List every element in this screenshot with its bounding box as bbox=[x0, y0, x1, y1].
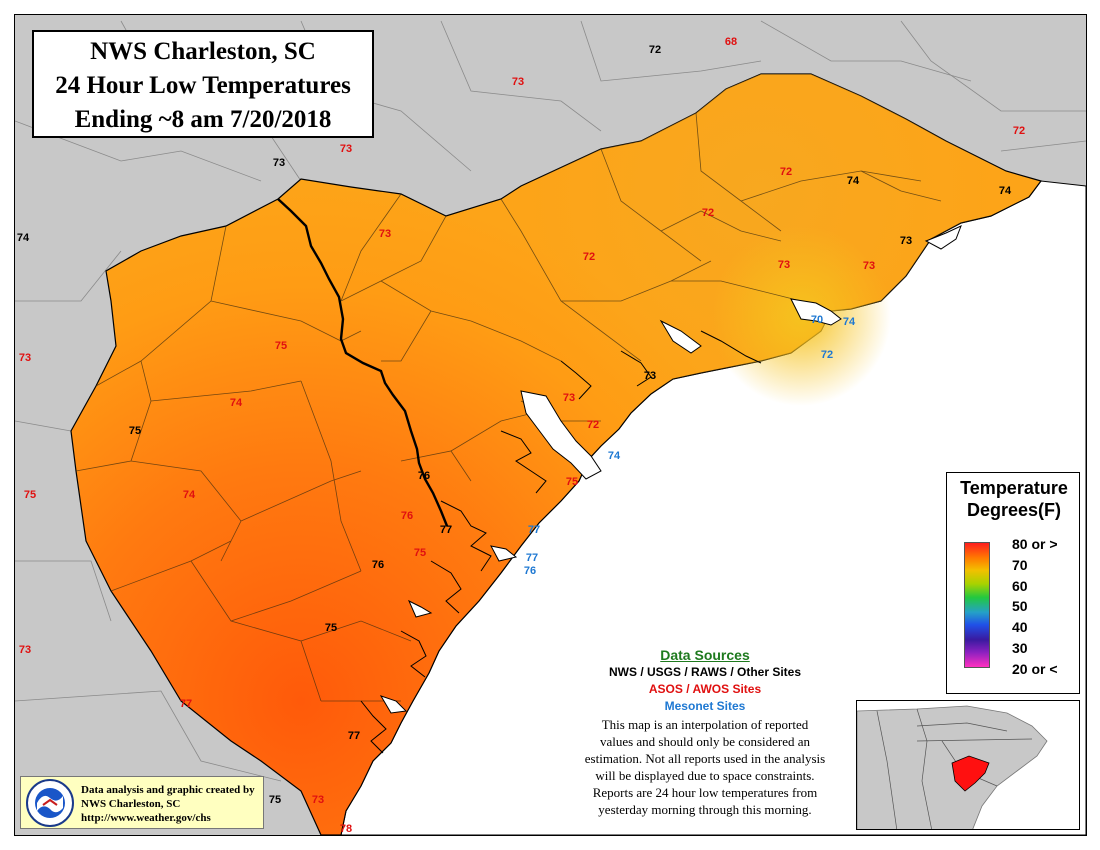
nws-sites-key: NWS / USGS / RAWS / Other Sites bbox=[608, 665, 802, 679]
temperature-observation-asos: 78 bbox=[340, 823, 352, 835]
legend-label-60: 60 bbox=[1012, 578, 1028, 594]
temperature-observation-nws: 76 bbox=[372, 559, 384, 571]
title-product: 24 Hour Low Temperatures bbox=[55, 72, 351, 99]
credit-line: Data analysis and graphic created by bbox=[81, 784, 255, 796]
marsh-channels bbox=[360, 330, 762, 754]
legend-title-line2: Degrees(F) bbox=[966, 500, 1062, 520]
temperature-observation-asos: 72 bbox=[583, 251, 595, 263]
temperature-observation-nws: 75 bbox=[325, 622, 337, 634]
nws-logo-icon bbox=[26, 779, 74, 827]
locator-map-canvas bbox=[857, 701, 1079, 829]
coastal-waters bbox=[379, 225, 962, 714]
temperature-observation-asos: 75 bbox=[275, 340, 287, 352]
credit-url: http://www.weather.gov/chs bbox=[81, 812, 211, 824]
temperature-observation-asos: 73 bbox=[563, 392, 575, 404]
temperature-observation-asos: 72 bbox=[702, 207, 714, 219]
disclaimer-line: This map is an interpolation of reported bbox=[601, 717, 809, 732]
inset-cwa-highlight bbox=[951, 755, 990, 792]
data-sources-panel: Data Sources NWS / USGS / RAWS / Other S… bbox=[548, 646, 862, 818]
cool-anomaly-overlay bbox=[471, 74, 1041, 394]
temperature-observation-nws: 73 bbox=[900, 235, 912, 247]
disclaimer-text: This map is an interpolation of reported… bbox=[548, 716, 862, 818]
temperature-observation-mesonet: 74 bbox=[608, 450, 621, 462]
temperature-observation-asos: 75 bbox=[566, 476, 578, 488]
observation-layer: 72 68 73 72 73 73 74 73 72 74 74 72 72 73 73 73 70 74 72 73… bbox=[17, 36, 1025, 835]
legend-label-50: 50 bbox=[1012, 598, 1028, 614]
temperature-observation-mesonet: 77 bbox=[528, 524, 540, 536]
temperature-observation-mesonet: 74 bbox=[843, 316, 856, 328]
state-line bbox=[277, 198, 449, 527]
title-box: NWS Charleston, SC 24 Hour Low Temperatu… bbox=[32, 30, 374, 138]
legend-label-30: 30 bbox=[1012, 640, 1028, 656]
temperature-observation-asos: 73 bbox=[19, 352, 31, 364]
legend-color-bar bbox=[964, 542, 990, 668]
temperature-observation-nws: 75 bbox=[129, 425, 141, 437]
temperature-observation-asos: 72 bbox=[780, 166, 792, 178]
legend-label-70: 70 bbox=[1012, 557, 1028, 573]
credit-box: Data analysis and graphic created by NWS… bbox=[20, 776, 264, 829]
locator-inset-map bbox=[856, 700, 1080, 830]
temperature-observation-nws: 74 bbox=[999, 185, 1012, 197]
title-valid-time: Ending ~8 am 7/20/2018 bbox=[74, 106, 332, 133]
temperature-observation-nws: 74 bbox=[17, 232, 30, 244]
temperature-observation-nws: 75 bbox=[269, 794, 281, 806]
map-canvas: 72 68 73 72 73 73 74 73 72 74 74 72 72 73 73 73 70 74 72 73… bbox=[15, 20, 1086, 835]
data-sources-heading: Data Sources bbox=[660, 647, 750, 663]
temperature-observation-nws: 72 bbox=[649, 44, 661, 56]
temperature-observation-asos: 74 bbox=[230, 397, 243, 409]
credit-text: Data analysis and graphic created by NWS… bbox=[81, 783, 255, 825]
temperature-observation-asos: 73 bbox=[512, 76, 524, 88]
legend-title-line1: Temperature bbox=[960, 478, 1068, 498]
credit-office: NWS Charleston, SC bbox=[81, 798, 181, 810]
legend-label-40: 40 bbox=[1012, 619, 1028, 635]
title-office: NWS Charleston, SC bbox=[90, 38, 316, 65]
mesonet-sites-key: Mesonet Sites bbox=[664, 699, 746, 713]
disclaimer-line: values and should only be considered an bbox=[599, 734, 811, 749]
temperature-observation-asos: 72 bbox=[1013, 125, 1025, 137]
temperature-observation-asos: 73 bbox=[312, 794, 324, 806]
temperature-observation-nws: 77 bbox=[348, 730, 360, 742]
temperature-observation-asos: 73 bbox=[379, 228, 391, 240]
disclaimer-line: will be displayed due to space constrain… bbox=[595, 768, 815, 783]
temperature-observation-asos: 75 bbox=[24, 489, 36, 501]
legend-label-80: 80 or > bbox=[1012, 536, 1058, 552]
temperature-observation-nws: 73 bbox=[273, 157, 285, 169]
temperature-observation-asos: 74 bbox=[183, 489, 196, 501]
temperature-observation-asos: 68 bbox=[725, 36, 737, 48]
temperature-observation-asos: 76 bbox=[401, 510, 413, 522]
temperature-observation-mesonet: 76 bbox=[524, 565, 536, 577]
temperature-observation-asos: 75 bbox=[414, 547, 426, 559]
disclaimer-line: yesterday morning through this morning. bbox=[598, 802, 812, 817]
temperature-observation-nws: 76 bbox=[418, 470, 430, 482]
asos-sites-key: ASOS / AWOS Sites bbox=[648, 682, 762, 696]
temperature-observation-mesonet: 77 bbox=[526, 552, 538, 564]
legend-label-20: 20 or < bbox=[1012, 661, 1058, 677]
temperature-observation-asos: 77 bbox=[180, 698, 192, 710]
temperature-observation-asos: 73 bbox=[340, 143, 352, 155]
map-frame: 72 68 73 72 73 73 74 73 72 74 74 72 72 73 73 73 70 74 72 73… bbox=[14, 14, 1087, 836]
temperature-observation-mesonet: 72 bbox=[821, 349, 833, 361]
temperature-observation-asos: 73 bbox=[778, 259, 790, 271]
temperature-observation-nws: 73 bbox=[644, 370, 656, 382]
temperature-observation-asos: 72 bbox=[587, 419, 599, 431]
disclaimer-line: Reports are 24 hour low temperatures fro… bbox=[592, 785, 818, 800]
disclaimer-line: estimation. Not all reports used in the … bbox=[584, 751, 826, 766]
temperature-observation-mesonet: 70 bbox=[811, 314, 823, 326]
temperature-observation-nws: 77 bbox=[440, 524, 452, 536]
temperature-observation-asos: 73 bbox=[19, 644, 31, 656]
temperature-observation-asos: 73 bbox=[863, 260, 875, 272]
temperature-observation-nws: 74 bbox=[847, 175, 860, 187]
